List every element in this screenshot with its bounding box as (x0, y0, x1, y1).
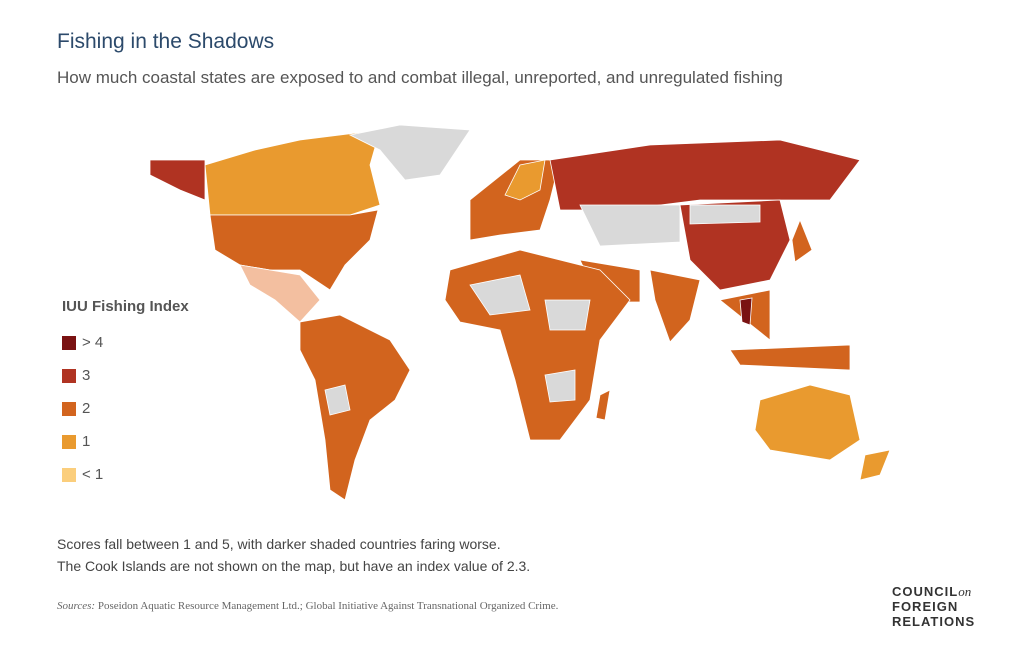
new-zealand (859, 449, 891, 481)
central-asia (579, 204, 681, 247)
title: Fishing in the Shadows (57, 30, 275, 53)
legend-swatch (62, 369, 76, 383)
sources-label: Sources: (57, 600, 96, 612)
southern-africa (544, 369, 576, 403)
vietnam (739, 297, 753, 326)
europe (469, 159, 561, 241)
logo-line: RELATIONS (892, 614, 976, 629)
canada (204, 129, 381, 216)
south-america (299, 314, 411, 501)
madagascar (595, 389, 611, 421)
sahara (469, 274, 531, 316)
india (649, 269, 701, 343)
alaska (149, 159, 206, 201)
legend-label: < 1 (82, 466, 104, 483)
bolivia (324, 384, 351, 416)
note: The Cook Islands are not shown on the ma… (57, 558, 531, 574)
legend-swatch (62, 402, 76, 416)
sources-text: Poseidon Aquatic Resource Management Ltd… (97, 600, 559, 612)
sources: Sources: Poseidon Aquatic Resource Manag… (57, 600, 558, 612)
note: Scores fall between 1 and 5, with darker… (57, 536, 501, 552)
indonesia (729, 344, 851, 371)
logo-line: FOREIGN (892, 599, 959, 614)
logo: COUNCILon FOREIGN RELATIONS (892, 584, 975, 629)
logo-line: COUNCIL (892, 584, 959, 599)
logo-line: on (958, 584, 972, 599)
subtitle: How much coastal states are exposed to a… (57, 68, 783, 87)
australia (754, 384, 861, 461)
legend-label: 3 (82, 367, 91, 384)
japan (791, 218, 813, 263)
central-africa (544, 299, 591, 331)
legend-label: 1 (82, 433, 91, 450)
legend-swatch (62, 336, 76, 350)
greenland (348, 124, 471, 181)
scandinavia (504, 159, 546, 201)
mongolia (689, 204, 761, 225)
legend-swatch (62, 468, 76, 482)
legend-title: IUU Fishing Index (62, 298, 189, 315)
russia (549, 139, 861, 211)
usa (209, 209, 379, 291)
legend-label: > 4 (82, 334, 104, 351)
legend-label: 2 (82, 400, 91, 417)
legend-swatch (62, 435, 76, 449)
